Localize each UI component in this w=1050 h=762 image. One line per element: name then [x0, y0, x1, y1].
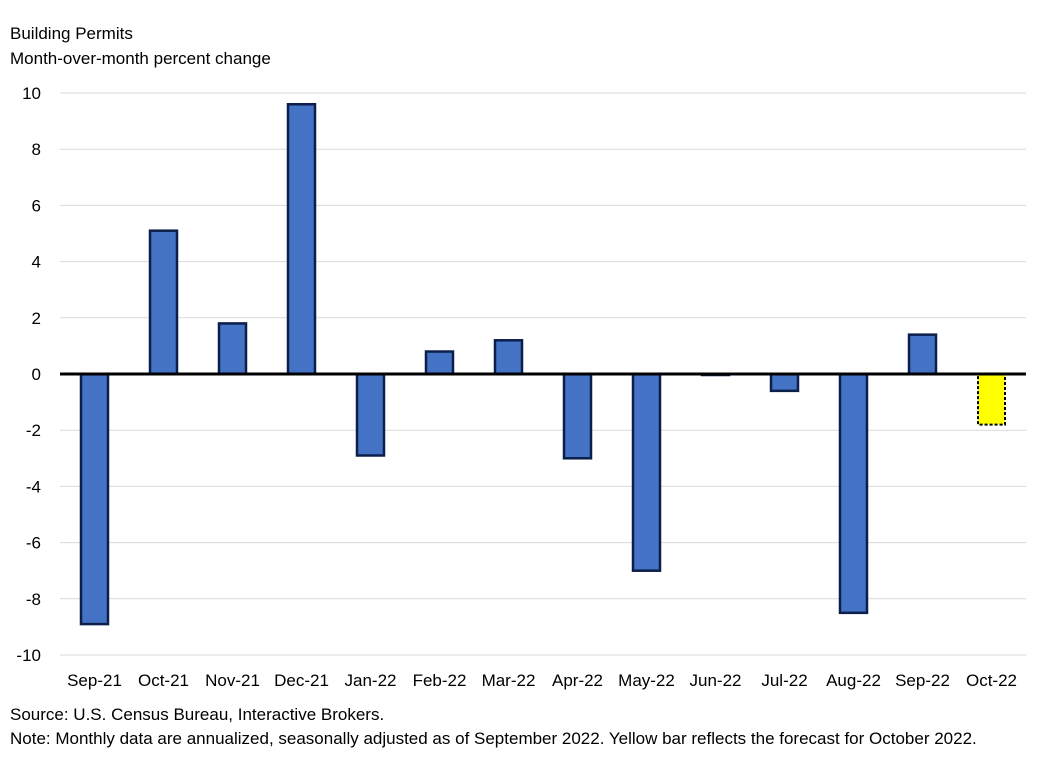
bar: [217, 322, 248, 376]
bar: [148, 229, 179, 376]
bar: [286, 102, 317, 376]
bar: [631, 372, 662, 572]
y-tick-label: -2: [26, 421, 41, 440]
x-tick-label: Sep-22: [895, 671, 950, 690]
x-tick-label: Feb-22: [413, 671, 467, 690]
y-tick-label: 4: [32, 253, 41, 272]
y-tick-label: -4: [26, 477, 41, 496]
x-tick-label: Dec-21: [274, 671, 329, 690]
bar: [79, 372, 110, 626]
bar: [424, 350, 455, 376]
y-tick-label: 0: [32, 365, 41, 384]
y-tick-label: 8: [32, 140, 41, 159]
bar: [769, 372, 800, 393]
bar: [355, 372, 386, 457]
bar: [493, 339, 524, 376]
y-tick-label: -10: [16, 646, 41, 665]
y-tick-label: 2: [32, 309, 41, 328]
y-axis-ticks: 10 8 6 4 2 0 -2 -4 -6 -8 -10: [16, 84, 41, 665]
bar: [838, 372, 869, 615]
x-tick-label: Aug-22: [826, 671, 881, 690]
x-tick-label: Jul-22: [761, 671, 807, 690]
y-tick-label: 6: [32, 196, 41, 215]
bar: [907, 333, 938, 376]
bar: [562, 372, 593, 460]
x-tick-label: Oct-21: [138, 671, 189, 690]
x-tick-label: Jun-22: [690, 671, 742, 690]
bars: [79, 102, 1006, 626]
chart-subtitle: Month-over-month percent change: [10, 49, 271, 68]
footnote: Note: Monthly data are annualized, seaso…: [10, 729, 977, 748]
source-note: Source: U.S. Census Bureau, Interactive …: [10, 705, 385, 724]
bar-chart: 10 8 6 4 2 0 -2 -4 -6 -8 -10 Sep-21 Oct-21 Nov-21 Dec…: [16, 84, 1026, 690]
x-tick-label: May-22: [618, 671, 675, 690]
y-tick-label: -6: [26, 534, 41, 553]
y-tick-label: 10: [22, 84, 41, 103]
x-tick-label: Nov-21: [205, 671, 260, 690]
chart-title: Building Permits: [10, 24, 133, 43]
x-tick-label: Mar-22: [482, 671, 536, 690]
y-tick-label: -8: [26, 590, 41, 609]
x-tick-label: Apr-22: [552, 671, 603, 690]
x-tick-label: Jan-22: [345, 671, 397, 690]
x-tick-label: Oct-22: [966, 671, 1017, 690]
x-axis-ticks: Sep-21 Oct-21 Nov-21 Dec-21 Jan-22 Feb-22 Mar-…: [67, 671, 1017, 690]
forecast-bar: [977, 373, 1006, 426]
x-tick-label: Sep-21: [67, 671, 122, 690]
